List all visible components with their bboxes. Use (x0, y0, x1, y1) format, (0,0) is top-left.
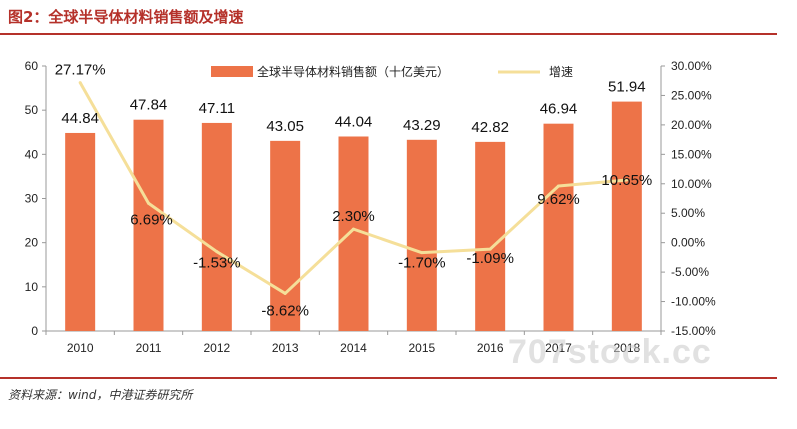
growth-value-label: 6.69% (130, 211, 173, 228)
bar (475, 141, 506, 331)
right-tick-label: 0.00% (671, 236, 705, 250)
growth-labels: 27.17% 6.69% -1.53% -8.62% 2.30% -1.70% -1.09%… (55, 62, 653, 320)
x-tick-label: 2014 (340, 341, 367, 355)
title-rule (0, 33, 777, 35)
legend-bar-label: 全球半导体材料销售额（十亿美元） (257, 64, 449, 79)
left-tick-label: 10 (25, 280, 39, 294)
growth-point (78, 81, 82, 85)
left-tick-label: 50 (25, 103, 39, 117)
x-tick-label: 2018 (613, 341, 640, 355)
growth-value-label: -1.09% (466, 250, 514, 267)
right-tick-label: -10.00% (671, 295, 716, 309)
growth-point (557, 184, 560, 188)
bar-value-label: 47.84 (130, 97, 168, 114)
right-tick-label: 10.00% (671, 177, 712, 191)
footer-rule (0, 377, 777, 379)
growth-point (147, 201, 150, 205)
growth-value-label: 9.62% (537, 191, 580, 208)
right-tick-label: 25.00% (671, 88, 712, 102)
x-tick-label: 2010 (67, 341, 94, 355)
right-tick-label: -15.00% (671, 324, 716, 338)
growth-point (625, 178, 629, 182)
growth-point (283, 291, 287, 295)
bar-value-label: 43.29 (403, 117, 441, 134)
bar-value-label: 42.82 (471, 119, 509, 136)
bar-value-label: 47.11 (199, 100, 235, 117)
bar (201, 122, 232, 331)
bar (65, 132, 96, 331)
growth-point (420, 251, 424, 255)
x-tick-label: 2016 (477, 341, 504, 355)
growth-value-label: -1.53% (193, 255, 241, 272)
left-tick-label: 60 (25, 59, 39, 73)
growth-value-label: 2.30% (332, 208, 375, 225)
bar (270, 140, 301, 331)
left-tick-label: 40 (25, 147, 39, 161)
bar (543, 123, 574, 331)
growth-point (352, 227, 355, 231)
watermark: 707stock.cc (508, 333, 712, 371)
growth-value-label: 27.17% (55, 62, 106, 79)
growth-value-label: 10.65% (601, 172, 652, 189)
x-tick-label: 2012 (203, 341, 230, 355)
growth-point (488, 247, 492, 251)
bar-value-label: 51.94 (608, 79, 646, 96)
left-tick-label: 30 (25, 192, 39, 206)
x-tick-label: 2011 (136, 341, 162, 355)
bar (133, 119, 164, 331)
bar-value-label: 44.04 (335, 113, 373, 130)
bar-value-label: 46.94 (540, 101, 578, 118)
legend-line-label: 增速 (549, 65, 573, 79)
left-axis: 0 10 20 30 40 50 60 (25, 59, 47, 338)
x-tick-label: 2013 (272, 341, 299, 355)
right-tick-label: 30.00% (671, 59, 712, 73)
bar-value-label: 43.05 (266, 118, 304, 135)
growth-point (215, 250, 219, 254)
x-tick-label: 2015 (408, 341, 435, 355)
bar-labels: 44.84 47.84 47.11 43.05 44.04 43.29 42.82 46.94… (61, 79, 645, 136)
right-tick-label: 15.00% (671, 147, 712, 161)
right-tick-label: -5.00% (671, 265, 709, 279)
growth-value-label: -8.62% (261, 302, 309, 319)
legend-bar-swatch (211, 66, 253, 77)
right-tick-label: 20.00% (671, 118, 712, 132)
bar-series (65, 101, 642, 332)
source-note: 资料来源：wind，中港证券研究所 (8, 388, 193, 402)
bar (611, 101, 642, 332)
right-axis: -15.00% -10.00% -5.00% 0.00% 5.00% 10.00% 15.0… (660, 59, 716, 338)
bar-value-label: 44.84 (61, 110, 99, 127)
growth-value-label: -1.70% (398, 255, 446, 272)
left-tick-label: 20 (25, 236, 39, 250)
bar (406, 139, 437, 331)
x-tick-label: 2017 (545, 341, 572, 355)
right-tick-label: 5.00% (671, 206, 705, 220)
figure-title: 图2：全球半导体材料销售额及增速 (8, 8, 244, 26)
left-tick-label: 0 (31, 324, 38, 338)
legend: 全球半导体材料销售额（十亿美元） 增速 (211, 64, 573, 79)
line-series (78, 81, 629, 295)
